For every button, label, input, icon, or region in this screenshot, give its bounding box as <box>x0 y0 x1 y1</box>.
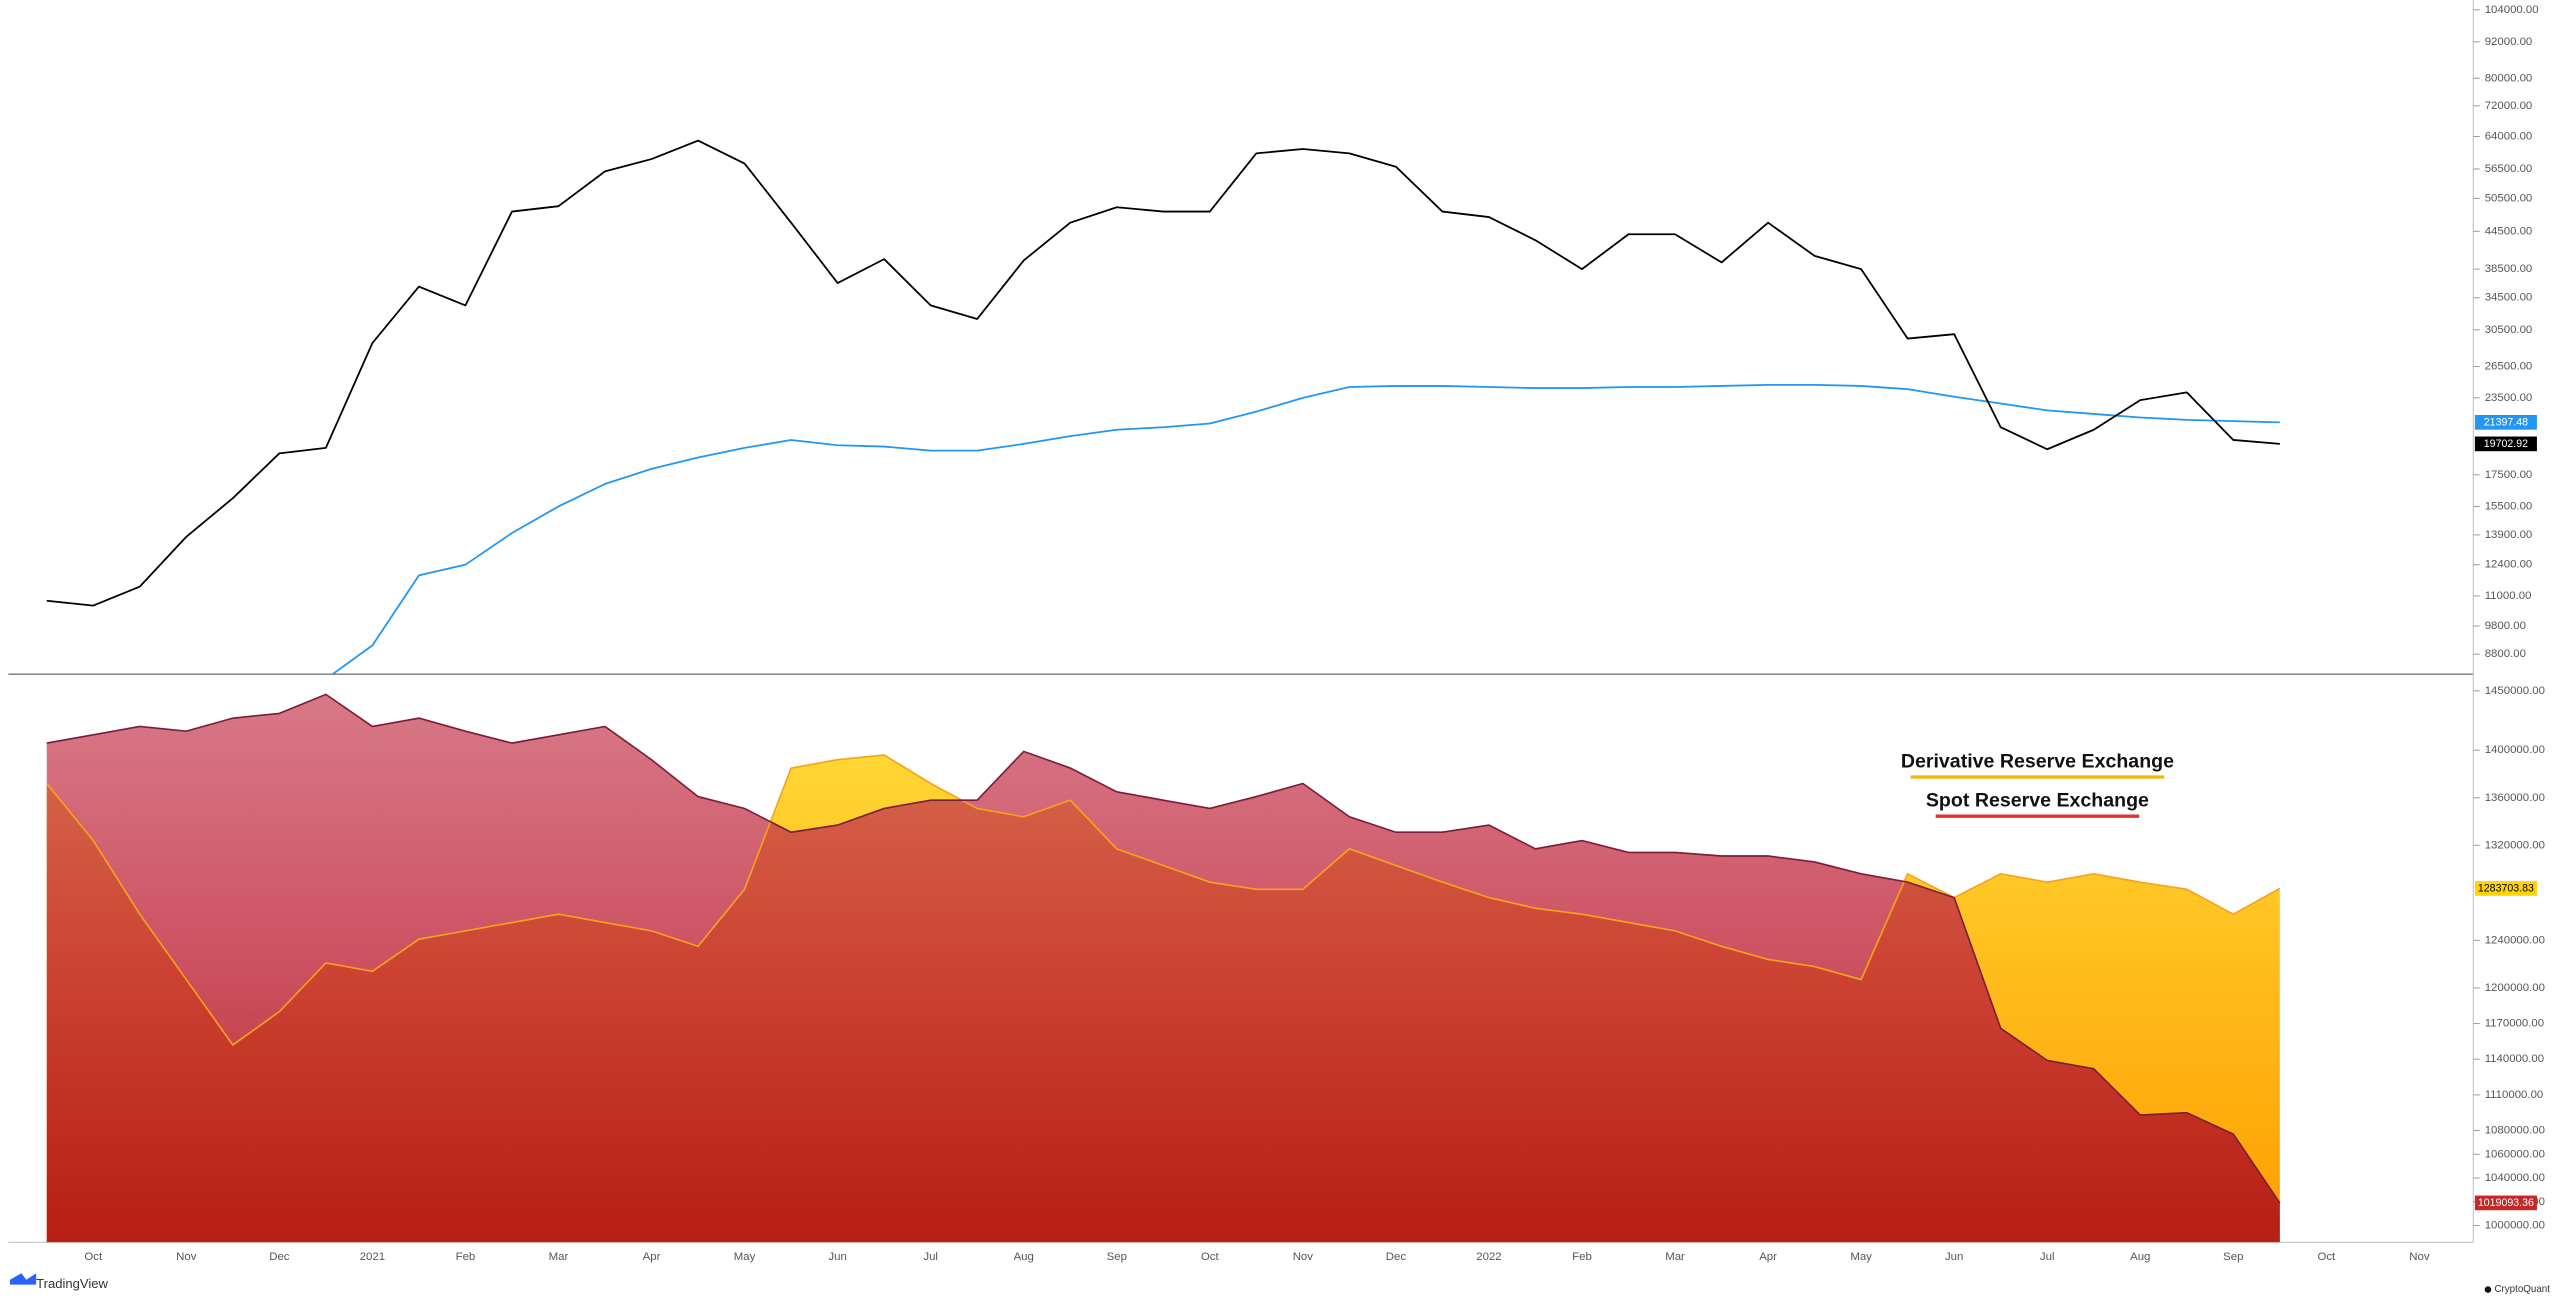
y-tick-label: 1360000.00 <box>2485 792 2545 804</box>
y-tick-label: 92000.00 <box>2485 36 2533 48</box>
pane-0 <box>46 139 2280 675</box>
x-tick-label: Sep <box>2223 1251 2243 1263</box>
y-tick-label: 104000.00 <box>2485 4 2539 16</box>
y-tick-label: 1200000.00 <box>2485 982 2545 994</box>
y-tick-label: 1110000.00 <box>2485 1089 2544 1101</box>
x-tick-label: Dec <box>1386 1251 1407 1263</box>
x-tick-label: Mar <box>1665 1251 1685 1263</box>
x-tick-label: Nov <box>176 1251 197 1263</box>
series-line <box>46 693 2281 1204</box>
y-tick-label: 23500.00 <box>2485 392 2533 404</box>
x-tick-label: Jul <box>2040 1251 2055 1263</box>
cryptoquant-logo <box>2484 1286 2492 1293</box>
y-tick-label: 30500.00 <box>2485 324 2533 336</box>
series-line <box>331 383 2280 675</box>
last-value-label: 1283703.83 <box>2478 883 2534 895</box>
last-value-label: 19702.92 <box>2484 438 2528 450</box>
x-tick-label: Nov <box>1293 1251 1314 1263</box>
y-tick-label: 80000.00 <box>2485 72 2533 84</box>
x-tick-label: Mar <box>549 1251 569 1263</box>
x-tick-label: Jun <box>828 1251 846 1263</box>
x-tick-label: May <box>1850 1251 1872 1263</box>
y-tick-label: 50500.00 <box>2485 192 2533 204</box>
x-tick-label: Oct <box>2317 1251 2336 1263</box>
x-tick-label: 2022 <box>1476 1251 1501 1263</box>
y-tick-label: 1140000.00 <box>2485 1053 2544 1065</box>
x-tick-label: Nov <box>2409 1251 2430 1263</box>
brand-right: CryptoQuant <box>2494 1284 2550 1295</box>
x-tick-label: Apr <box>643 1251 661 1263</box>
y-tick-label: 9800.00 <box>2485 620 2526 632</box>
last-value-tag <box>2474 1195 2537 1211</box>
y-tick-label: 1080000.00 <box>2485 1125 2545 1137</box>
x-tick-label: May <box>734 1251 756 1263</box>
y-tick-label: 56500.00 <box>2485 163 2533 175</box>
y-tick-label: 11000.00 <box>2485 590 2532 602</box>
y-tick-label: 1170000.00 <box>2485 1018 2544 1030</box>
last-value-label: 1019093.36 <box>2478 1197 2534 1209</box>
series-line <box>46 754 2281 1047</box>
x-tick-label: Oct <box>1201 1251 1220 1263</box>
x-tick-label: 2021 <box>360 1251 385 1263</box>
y-tick-label: 26500.00 <box>2485 361 2533 373</box>
y-tick-label: 34500.00 <box>2485 292 2533 304</box>
y-tick-label: 44500.00 <box>2485 225 2533 237</box>
last-value-label: 21397.48 <box>2484 417 2528 429</box>
y-tick-label: 1040000.00 <box>2485 1172 2545 1184</box>
last-value-tag <box>2474 436 2537 452</box>
legend-label: Derivative Reserve Exchange <box>1901 750 2174 772</box>
series-area <box>46 694 2280 1243</box>
y-tick-label: 1060000.00 <box>2485 1148 2545 1160</box>
y-tick-label: 38500.00 <box>2485 263 2533 275</box>
x-tick-label: Aug <box>2130 1251 2150 1263</box>
y-tick-label: 1000000.00 <box>2485 1220 2545 1232</box>
x-tick-label: Oct <box>84 1251 103 1263</box>
x-tick-label: Sep <box>1107 1251 1127 1263</box>
y-tick-label: 8800.00 <box>2485 648 2526 660</box>
series-line <box>46 139 2280 607</box>
x-tick-label: Aug <box>1014 1251 1034 1263</box>
y-tick-label: 13900.00 <box>2485 529 2533 541</box>
pane-1 <box>46 693 2281 1243</box>
y-tick-label: 1240000.00 <box>2485 934 2545 946</box>
tradingview-logo <box>10 1273 37 1285</box>
y-tick-label: 17500.00 <box>2485 469 2533 481</box>
last-value-tag <box>2474 414 2537 430</box>
x-tick-label: Jun <box>1945 1251 1963 1263</box>
y-tick-label: 72000.00 <box>2485 100 2533 112</box>
y-tick-label: 1450000.00 <box>2485 685 2545 697</box>
x-tick-label: Apr <box>1759 1251 1777 1263</box>
brand-left: TradingView <box>36 1276 108 1291</box>
y-tick-label: 64000.00 <box>2485 131 2533 143</box>
x-tick-label: Feb <box>1572 1251 1592 1263</box>
y-tick-label: 12400.00 <box>2485 559 2533 571</box>
y-tick-label: 15500.00 <box>2485 500 2533 512</box>
last-value-tag <box>2474 881 2537 896</box>
x-tick-label: Feb <box>456 1251 476 1263</box>
legend-label: Spot Reserve Exchange <box>1926 790 2149 812</box>
x-tick-label: Dec <box>269 1251 290 1263</box>
y-tick-label: 1320000.00 <box>2485 839 2545 851</box>
y-tick-label: 1400000.00 <box>2485 744 2545 756</box>
x-tick-label: Jul <box>923 1251 938 1263</box>
